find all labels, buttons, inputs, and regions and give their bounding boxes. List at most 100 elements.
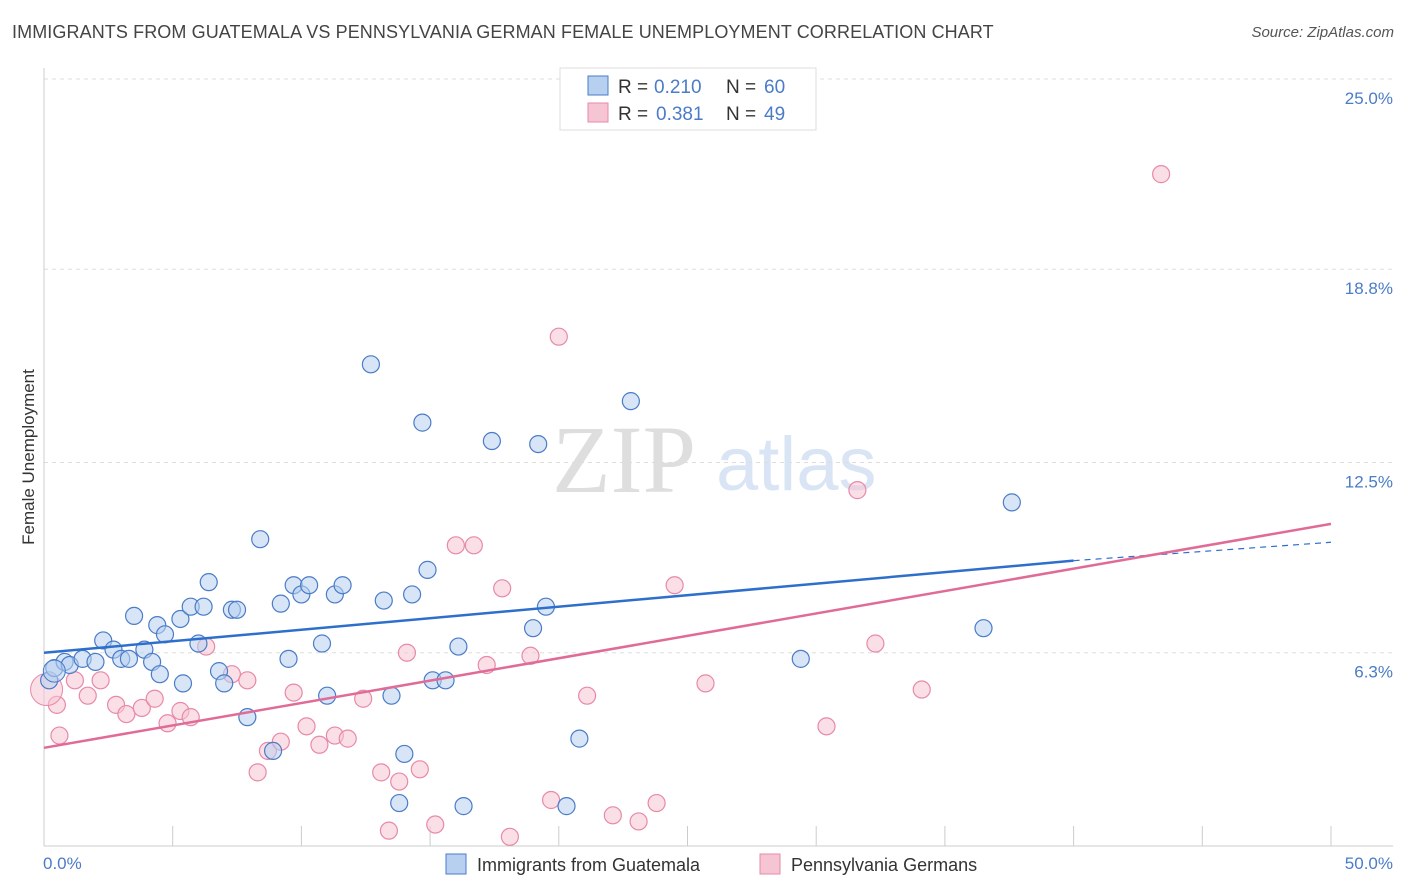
legend-r-value-2: 0.381 [656,104,704,125]
pennsylvania-german-point-25 [390,772,409,791]
guatemala-point-35 [318,686,337,705]
guatemala-point-5 [86,652,105,672]
pennsylvania-german-point-38 [603,806,622,825]
y-tick-label-1: 12.5% [1345,473,1393,492]
guatemala-point-48 [449,637,468,656]
pennsylvania-german-point-8 [158,714,177,733]
legend-n-label-1: N = [726,77,756,98]
pennsylvania-german-point-42 [696,674,715,693]
pennsylvania-german-point-32 [493,579,512,598]
guatemala-point-40 [382,686,401,705]
guatemala-point-23 [215,674,234,693]
pennsylvania-german-point-14 [248,763,267,782]
pennsylvania-german-point-23 [372,763,391,782]
guatemala-point-38 [361,355,380,374]
pennsylvania-german-point-41 [665,576,684,595]
guatemala-point-39 [374,591,393,610]
pennsylvania-german-point-18 [297,717,316,736]
pennsylvania-german-point-3 [91,671,110,690]
guatemala-point-44 [413,413,432,432]
series-legend: Immigrants from Guatemala Pennsylvania G… [445,853,977,875]
pennsylvania-german-point-36 [549,327,568,346]
pennsylvania-german-point-13 [238,671,257,690]
pennsylvania-german-point-28 [426,815,445,834]
guatemala-point-34 [312,634,332,653]
guatemala-point-27 [251,530,270,549]
pennsylvania-german-point-26 [397,643,417,662]
source-label: Source: ZipAtlas.com [1251,24,1394,41]
guatemala-point-52 [529,434,548,454]
guatemala-point-29 [271,594,290,613]
pennsylvania-german-point-22 [354,689,373,708]
guatemala-point-54 [557,797,576,816]
guatemala-point-49 [454,797,473,816]
pennsylvania-germans-trendline [43,522,1332,750]
guatemala-point-51 [523,619,543,638]
bottom-legend-label-blue: Immigrants from Guatemala [477,855,701,875]
chart-title: IMMIGRANTS FROM GUATEMALA VS PENNSYLVANI… [12,22,994,42]
pennsylvania-german-point-5 [117,704,136,724]
pennsylvania-german-point-44 [848,481,867,500]
grid-layer [44,78,1393,654]
pennsylvania-german-point-17 [284,683,303,702]
guatemala-point-59 [1002,493,1021,512]
legend-n-value-1: 60 [764,77,785,98]
correlation-legend: R = 0.210 N = 60 R = 0.381 N = 49 [559,67,817,131]
guatemala-point-37 [333,576,352,595]
pennsylvania-german-point-1 [65,671,84,690]
guatemala-point-55 [570,729,589,748]
pennsylvania-german-point-24 [379,821,399,840]
legend-r-value-1: 0.210 [654,77,702,98]
pennsylvania-german-point-6 [132,698,151,718]
y-tick-label-3: 25.0% [1345,89,1393,108]
pennsylvania-german-point-39 [629,812,648,831]
bottom-legend-label-pink: Pennsylvania Germans [791,855,977,875]
guatemala-points [40,355,1021,816]
legend-n-value-2: 49 [764,104,785,125]
x-tick-label-min: 0.0% [43,854,82,873]
pennsylvania-german-point-47 [1152,165,1171,184]
trend-layer [43,522,1332,750]
guatemala-point-25 [227,600,247,619]
legend-swatch-blue [587,75,609,96]
y-tick-label-2: 18.8% [1345,279,1393,298]
guatemala-point-16 [171,609,190,629]
guatemala-point-14 [150,665,169,684]
guatemala-cluster [42,659,66,683]
bottom-legend-swatch-pink [759,853,781,875]
y-tick-label-0: 6.3% [1354,663,1393,682]
guatemala-point-58 [974,619,993,638]
pennsylvania-german-point-21 [338,729,357,748]
pennsylvania-german-point-48 [50,726,69,745]
legend-swatch-pink [587,102,609,123]
bottom-legend-swatch-blue [445,853,467,875]
guatemala-point-17 [173,674,193,693]
guatemala-point-28 [263,741,283,760]
pennsylvania-german-point-45 [866,634,885,653]
pennsylvania-german-point-35 [541,790,561,810]
pennsylvania-german-point-7 [145,689,164,708]
pennsylvania-german-point-30 [464,536,483,555]
guatemala-point-56 [621,392,640,411]
pennsylvania-german-point-46 [912,680,931,699]
guatemala-point-33 [300,576,319,595]
pennsylvania-german-point-27 [410,760,429,779]
guatemala-point-30 [279,649,298,668]
guatemala-point-45 [418,560,437,579]
pennsylvania-german-point-33 [500,827,519,846]
guatemala-point-43 [402,585,422,604]
guatemala-point-41 [390,793,409,813]
axis-layer: 6.3% 12.5% 18.8% 25.0% [43,68,1393,847]
legend-r-label-2: R = [618,104,648,125]
pennsylvania-german-point-19 [310,735,329,754]
y-axis-title: Female Unemployment [19,369,38,545]
pennsylvania-german-point-2 [78,686,97,705]
x-tick-label-max: 50.0% [1345,854,1393,873]
guatemala-point-9 [119,649,139,668]
guatemala-point-42 [395,744,414,764]
guatemala-point-57 [791,649,810,668]
guatemala-point-21 [199,573,218,592]
pennsylvania-german-point-43 [817,717,836,736]
watermark-zip: ZIP [552,406,696,513]
